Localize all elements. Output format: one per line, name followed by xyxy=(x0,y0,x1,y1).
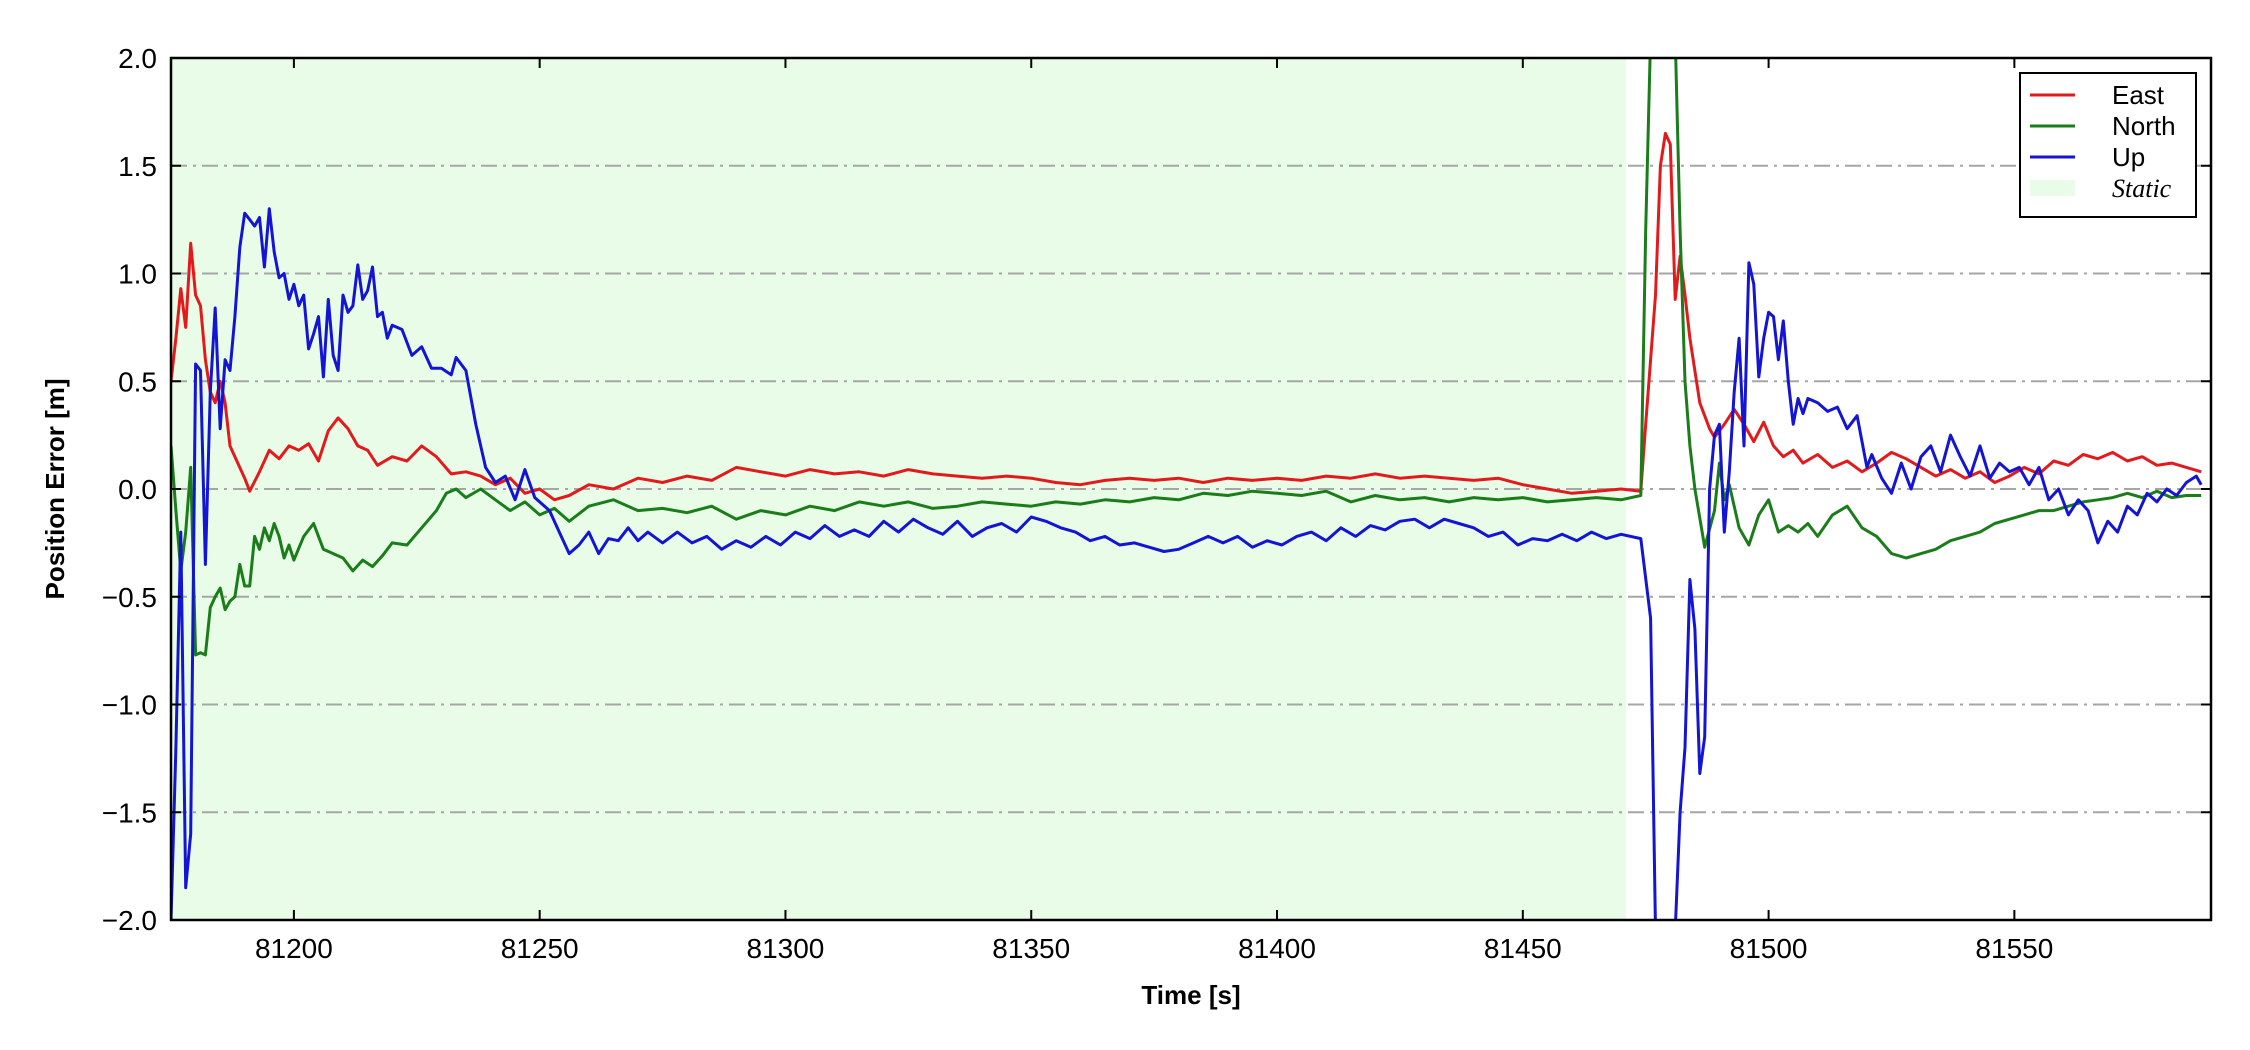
legend-static-swatch xyxy=(2030,180,2075,196)
x-tick-label: 81250 xyxy=(501,933,579,964)
y-tick-label: 2.0 xyxy=(118,43,157,74)
x-tick-label: 81550 xyxy=(1975,933,2053,964)
y-tick-label: 0.0 xyxy=(118,474,157,505)
tick-layer: 2.0 1.5 1.0 0.5 0.0 −0.5 −1.0 −1.5 −2.0 81200 8125… xyxy=(102,43,2211,964)
legend-east-label: East xyxy=(2112,80,2165,110)
y-axis-title: Position Error [m] xyxy=(40,378,70,599)
x-tick-label: 81200 xyxy=(255,933,333,964)
y-tick-label: −2.0 xyxy=(102,905,157,936)
y-tick-label: 1.5 xyxy=(118,151,157,182)
legend-static-label: Static xyxy=(2112,174,2172,203)
x-axis-title: Time [s] xyxy=(1141,980,1240,1010)
legend-up-label: Up xyxy=(2112,142,2145,172)
series-line-up xyxy=(171,207,2203,920)
y-tick-label: −0.5 xyxy=(102,582,157,613)
legend: East North Up Static xyxy=(2019,72,2197,218)
x-tick-label: 81400 xyxy=(1238,933,1316,964)
x-tick-label: 81300 xyxy=(747,933,825,964)
series-line-north xyxy=(171,58,2202,657)
x-tick-label: 81450 xyxy=(1484,933,1562,964)
legend-north-label: North xyxy=(2112,111,2176,141)
x-tick-label: 81500 xyxy=(1730,933,1808,964)
y-tick-label: −1.5 xyxy=(102,797,157,828)
x-tick-label: 81350 xyxy=(992,933,1070,964)
y-tick-label: 1.0 xyxy=(118,259,157,290)
series-line-east xyxy=(171,131,2202,502)
y-tick-label: 0.5 xyxy=(118,366,157,397)
series-layer xyxy=(171,58,2203,920)
y-tick-label: −1.0 xyxy=(102,690,157,721)
